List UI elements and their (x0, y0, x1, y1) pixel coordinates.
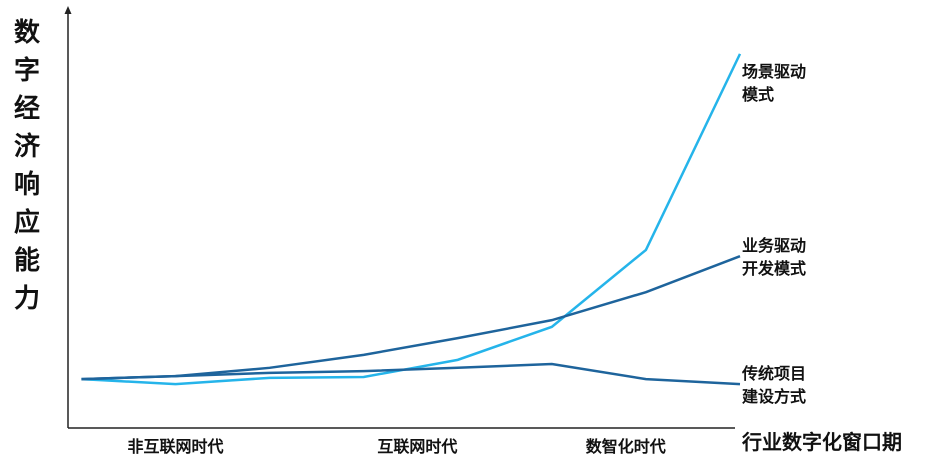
series-line (81, 362, 741, 386)
series-label: 场景驱动模式 (742, 62, 807, 104)
series-label: 业务驱动开发模式 (742, 236, 807, 279)
series-line (81, 53, 742, 386)
series-label: 传统项目建设方式 (742, 364, 807, 407)
y-axis-arrow (64, 6, 72, 14)
x-axis-label: 行业数字化窗口期 (742, 430, 902, 454)
x-tick-label: 互联网时代 (377, 437, 458, 456)
x-tick-label: 数智化时代 (585, 437, 666, 456)
x-tick-label: 非互联网时代 (127, 437, 224, 456)
series-line (81, 255, 741, 381)
y-axis-label: 数字经济响应能力 (13, 18, 40, 314)
